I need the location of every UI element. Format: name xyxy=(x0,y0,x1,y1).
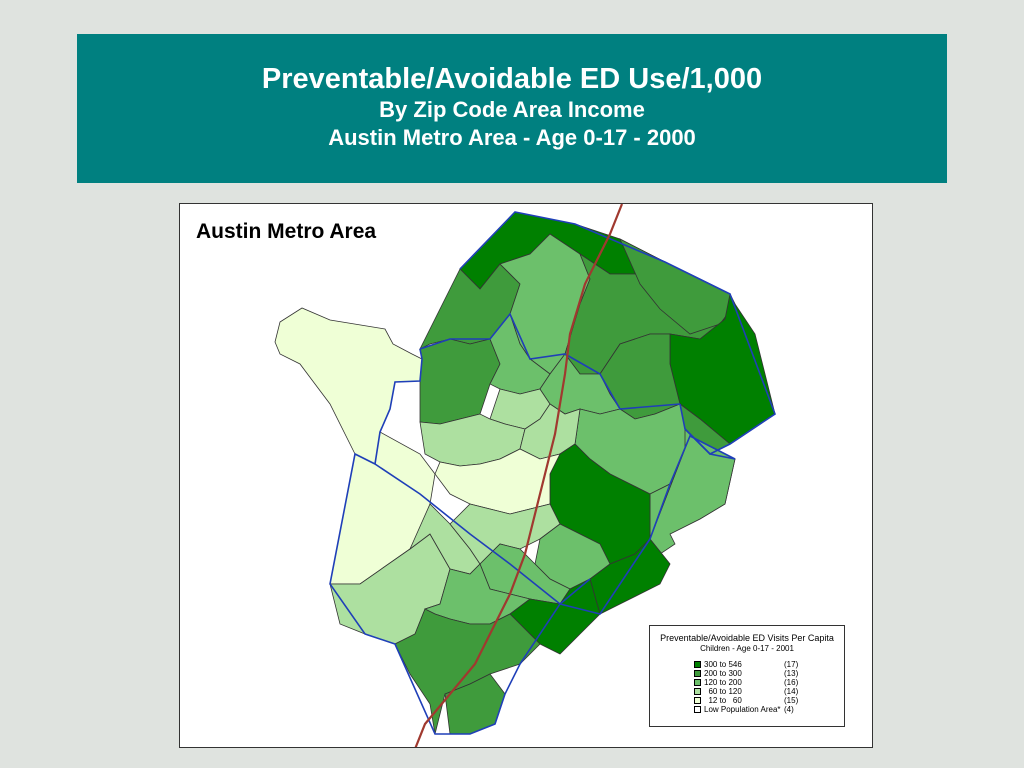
legend-swatch xyxy=(694,688,701,695)
legend-count: (14) xyxy=(784,687,799,696)
county-boundary-west xyxy=(419,312,681,410)
legend-label: 120 to 200 xyxy=(704,678,742,687)
county-boundary-core xyxy=(329,452,591,735)
county-boundary-diag xyxy=(374,463,561,605)
legend-item: 60 to 120 (14) xyxy=(694,687,844,696)
legend-swatch xyxy=(694,661,701,668)
legend-item: Low Population Area* (4) xyxy=(694,705,844,714)
title-line-1: Preventable/Avoidable ED Use/1,000 xyxy=(261,63,763,95)
legend-swatch xyxy=(694,697,701,704)
legend-item: 300 to 546 (17) xyxy=(694,660,844,669)
zip-area-c-1 xyxy=(419,338,501,425)
highway-i35 xyxy=(414,204,624,747)
legend-swatch xyxy=(694,670,701,677)
legend-count: (17) xyxy=(784,660,799,669)
legend-label: 200 to 300 xyxy=(704,669,742,678)
legend-count: (13) xyxy=(784,669,799,678)
title-line-3: Austin Metro Area - Age 0-17 - 2000 xyxy=(328,125,696,150)
legend-item: 200 to 300 (13) xyxy=(694,669,844,678)
county-boundary-east xyxy=(559,428,736,615)
legend-swatch xyxy=(694,679,701,686)
legend-title: Preventable/Avoidable ED Visits Per Capi… xyxy=(660,633,834,643)
legend-count: (4) xyxy=(784,705,794,714)
legend-count: (15) xyxy=(784,696,799,705)
title-banner: Preventable/Avoidable ED Use/1,000 By Zi… xyxy=(77,34,947,183)
legend-item: 12 to 60 (15) xyxy=(694,696,844,705)
legend-label: Low Population Area* xyxy=(704,705,781,714)
zip-area-nw-1 xyxy=(274,307,423,465)
legend-count: (16) xyxy=(784,678,799,687)
legend-label: 12 to 60 xyxy=(704,696,742,705)
legend-label: 300 to 546 xyxy=(704,660,742,669)
county-boundary-nw xyxy=(374,348,423,465)
legend-label: 60 to 120 xyxy=(704,687,742,696)
map-legend: Preventable/Avoidable ED Visits Per Capi… xyxy=(649,625,845,727)
title-line-2: By Zip Code Area Income xyxy=(379,97,645,122)
legend-swatch xyxy=(694,706,701,713)
map-panel: Austin Metro Area Preventable/Avoidable … xyxy=(179,203,873,748)
legend-item: 120 to 200 (16) xyxy=(694,678,844,687)
map-heading: Austin Metro Area xyxy=(196,220,377,243)
choropleth-map xyxy=(274,204,776,747)
legend-subtitle: Children - Age 0-17 - 2001 xyxy=(700,644,794,653)
legend-items: 300 to 546 (17) 200 to 300 (13) 120 to 2… xyxy=(694,660,844,714)
